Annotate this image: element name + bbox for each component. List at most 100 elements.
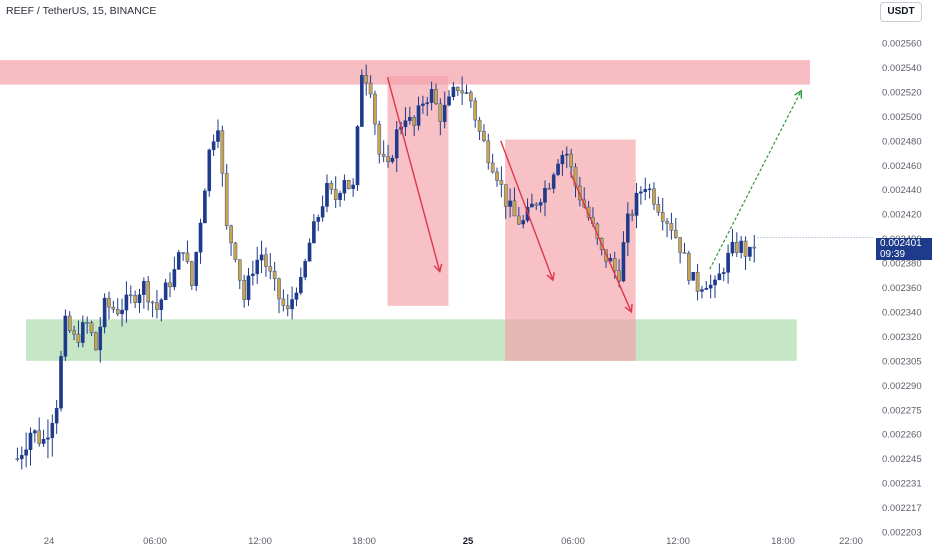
x-axis[interactable]: 24 06:00 12:00 18:00 25 06:00 12:00 18:00 22:00 — [44, 536, 863, 547]
candle-bear — [612, 258, 617, 271]
candle-bull — [442, 104, 447, 122]
candle-bull — [294, 292, 299, 300]
candle-bull — [255, 259, 260, 275]
chart-title: REEF / TetherUS, 15, BINANCE — [6, 5, 157, 17]
candle-bull — [338, 192, 342, 200]
candle-bull — [521, 220, 525, 225]
candle-bear — [469, 92, 473, 102]
candle-bear — [660, 212, 665, 222]
candle-bear — [490, 162, 495, 173]
candle-bear — [233, 242, 238, 260]
candle-bear — [133, 295, 137, 304]
candle-bull — [394, 129, 399, 159]
candle-bear — [495, 171, 499, 181]
candle-bear — [517, 215, 521, 225]
candle-bear — [111, 306, 116, 310]
candle-bull — [246, 275, 251, 300]
candle-bear — [85, 322, 89, 324]
candle-bull — [508, 200, 512, 207]
candle-bull — [560, 154, 565, 165]
candle-bull — [408, 116, 412, 121]
down-arrow — [569, 172, 632, 313]
candle-bull — [251, 273, 255, 276]
candle-bear — [76, 333, 81, 343]
y-tick-label: 0.002217 — [882, 503, 922, 514]
y-tick-label: 0.002245 — [882, 454, 922, 465]
candle-bull — [739, 240, 743, 253]
candle-bear — [155, 302, 159, 311]
candle-bull — [98, 326, 103, 351]
currency-button[interactable]: USDT — [880, 2, 922, 22]
down-arrow-head — [546, 272, 555, 282]
candle-bull — [713, 279, 717, 286]
chart-zones — [0, 60, 810, 361]
candle-bull — [717, 273, 722, 281]
candle-bear — [460, 90, 464, 94]
candle-bull — [564, 153, 569, 156]
projection-arrow-head — [794, 89, 803, 99]
candle-bear — [743, 240, 748, 257]
candle-bull — [299, 277, 303, 294]
candle-bear — [268, 266, 273, 272]
x-tick-label: 06:00 — [143, 536, 167, 547]
y-tick-label: 0.002340 — [882, 307, 922, 318]
candle-bear — [412, 116, 416, 126]
candle-bear — [264, 254, 268, 267]
candle-bear — [146, 281, 151, 303]
candle-bear — [15, 458, 20, 460]
y-tick-label: 0.002203 — [882, 528, 922, 539]
candle-bull — [342, 180, 347, 194]
y-tick-label: 0.002480 — [882, 136, 922, 147]
candle-bull — [390, 157, 395, 162]
candle-bull — [159, 299, 164, 311]
candle-bull — [320, 206, 325, 218]
candle-bear — [377, 123, 382, 155]
candle-bear — [115, 308, 120, 315]
y-tick-label: 0.002420 — [882, 210, 922, 221]
y-tick-label: 0.002320 — [882, 332, 922, 343]
candle-bull — [207, 149, 212, 192]
candle-bull — [41, 439, 46, 444]
candle-bear — [477, 119, 482, 132]
candle-bear — [630, 213, 634, 216]
candle-bear — [373, 93, 377, 125]
candle-bull — [447, 96, 451, 106]
candle-bull — [33, 430, 37, 434]
candle-bear — [438, 103, 443, 122]
candle-bull — [307, 242, 312, 262]
candle-bull — [59, 356, 63, 409]
x-tick-label: 06:00 — [561, 536, 585, 547]
candle-bull — [429, 89, 434, 103]
candle-bull — [538, 202, 543, 206]
x-tick-label: 22:00 — [839, 536, 863, 547]
y-tick-label: 0.002560 — [882, 39, 922, 50]
candle-bull — [721, 272, 726, 274]
candle-bear — [499, 180, 504, 185]
y-tick-label: 0.002520 — [882, 87, 922, 98]
candle-bear — [72, 330, 76, 335]
candle-bear — [368, 82, 373, 95]
y-axis[interactable]: 0.002560 0.002540 0.002520 0.002500 0.002480… — [882, 39, 922, 539]
candle-bull — [621, 242, 626, 282]
candle-bear — [665, 221, 669, 224]
y-tick-label: 0.002500 — [882, 112, 922, 123]
candle-bear — [285, 305, 290, 310]
candle-bull — [46, 437, 50, 440]
candle-bull — [198, 222, 203, 253]
candle-bull — [211, 141, 216, 151]
candle-bear — [181, 252, 185, 254]
candle-bull — [137, 294, 142, 304]
candle-bull — [81, 322, 85, 343]
candle-bear — [329, 182, 334, 190]
candle-bear — [242, 280, 246, 300]
candle-bear — [569, 153, 573, 168]
support-zone — [26, 319, 797, 361]
y-tick-label: 0.002380 — [882, 259, 922, 270]
candle-bull — [102, 297, 107, 328]
y-tick-label: 0.002231 — [882, 479, 922, 490]
candle-bull — [28, 432, 33, 450]
candle-bear — [277, 278, 281, 300]
candle-bull — [425, 102, 430, 105]
candle-bear — [455, 86, 460, 91]
